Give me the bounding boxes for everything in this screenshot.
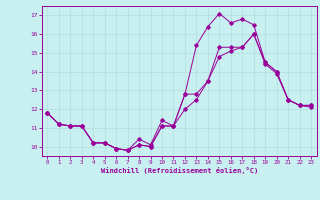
X-axis label: Windchill (Refroidissement éolien,°C): Windchill (Refroidissement éolien,°C) [100, 167, 258, 174]
